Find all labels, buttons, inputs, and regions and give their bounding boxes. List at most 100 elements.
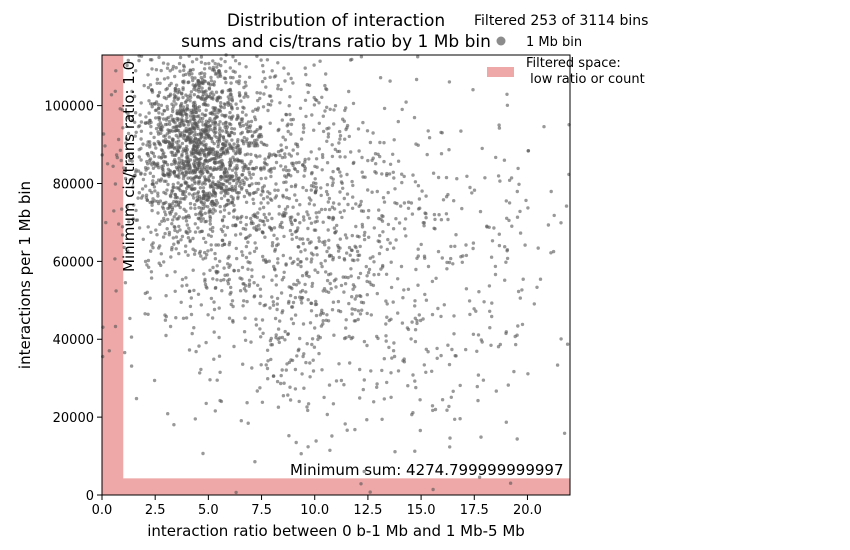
data-point [187,160,191,164]
data-point [332,333,336,337]
data-point [403,217,408,221]
data-point [373,152,378,156]
data-point [452,314,456,318]
data-point [454,354,458,358]
data-point [365,274,369,278]
data-point [278,225,282,229]
data-point [493,264,498,269]
data-point [143,172,147,176]
data-point [134,130,138,134]
data-point [312,103,317,107]
data-point [255,108,260,112]
data-point [188,201,193,206]
data-point [194,349,198,354]
data-point [182,79,186,83]
data-point [487,284,492,288]
data-point [235,215,239,219]
data-point [193,155,197,159]
data-point [213,409,217,413]
data-point [125,137,129,141]
data-point [342,383,346,387]
data-point [404,100,408,104]
data-point [202,74,207,79]
data-point [168,69,172,73]
data-point [147,99,151,103]
data-point [134,170,138,174]
data-point [171,109,175,114]
data-point [151,166,156,170]
data-point [288,228,293,233]
data-point [298,237,302,241]
data-point [416,55,420,59]
data-point [244,244,249,249]
plot-background [102,55,570,495]
data-point [186,253,190,257]
data-point [354,224,358,229]
data-point [126,249,130,253]
data-point [203,62,207,66]
data-point [229,285,233,290]
data-point [338,309,343,314]
data-point [226,282,231,286]
data-point [162,201,166,206]
data-point [302,352,306,356]
data-point [184,244,188,248]
data-point [411,173,415,177]
data-point [198,132,202,136]
data-point [345,236,349,240]
data-point [159,128,163,132]
data-point [243,338,248,342]
data-point [173,174,178,178]
data-point [290,237,294,241]
data-point [156,194,160,198]
data-point [192,93,196,97]
data-point [314,299,318,304]
chart-title-line-1: Distribution of interaction [227,11,445,31]
data-point [312,345,317,349]
data-point [212,160,216,165]
data-point [360,170,364,174]
data-point [309,188,313,192]
data-point [193,107,198,111]
data-point [339,174,343,178]
data-point [261,205,266,210]
data-point [264,215,268,220]
data-point [170,67,175,71]
data-point [162,140,166,144]
data-point [417,313,421,317]
data-point [141,177,146,182]
data-point [155,199,160,204]
data-point [270,278,274,282]
data-point [139,101,143,105]
data-point [331,300,336,304]
data-point [388,79,392,83]
data-point [382,357,386,361]
data-point [299,137,304,141]
data-point [217,69,221,74]
data-point [165,163,170,167]
data-point [145,159,149,164]
data-point [503,278,507,282]
data-point [152,135,156,140]
data-point [459,129,463,133]
data-point [300,274,305,278]
data-point [472,307,476,311]
data-point [347,245,352,250]
data-point [478,209,483,214]
data-point [191,236,195,241]
data-point [445,267,449,271]
data-point [458,383,462,388]
data-point [458,417,462,421]
data-point [356,127,361,131]
data-point [155,77,160,82]
data-point [291,321,296,326]
data-point [490,314,494,319]
data-point [185,186,189,191]
data-point [451,389,455,393]
data-point [492,226,496,230]
data-point [358,244,362,249]
data-point [115,155,120,160]
data-point [246,95,250,99]
data-point [177,61,182,66]
